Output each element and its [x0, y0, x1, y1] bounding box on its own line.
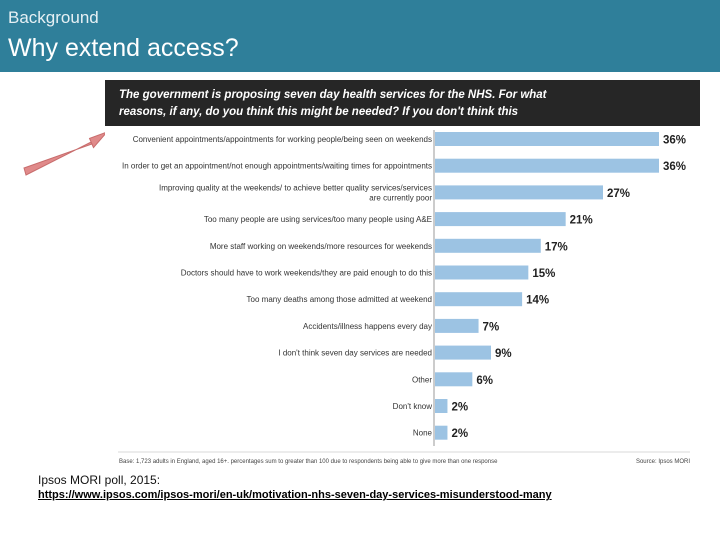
category-label: Improving quality at the weekends/ to ac… [159, 183, 432, 202]
bar [435, 292, 523, 307]
bar-value-label: 2% [451, 402, 468, 414]
category-label: None [413, 429, 433, 438]
category-label: I don't think seven day services are nee… [278, 349, 432, 358]
bar [435, 132, 659, 146]
bar-value-label: 2% [451, 428, 468, 440]
category-label: Too many deaths among those admitted at … [247, 295, 432, 304]
bar-value-label: 21% [570, 215, 593, 227]
bar [435, 265, 529, 280]
bar-value-label: 9% [495, 348, 512, 360]
category-label: More staff working on weekends/more reso… [210, 242, 432, 251]
bar [435, 238, 541, 253]
category-label: Accidents/illness happens every day [303, 322, 432, 331]
bar [435, 345, 491, 360]
slide-title: Why extend access? [8, 34, 239, 62]
bar-value-label: 17% [545, 241, 568, 253]
source-citation: Ipsos MORI poll, 2015: https://www.ipsos… [38, 473, 552, 503]
chart-footnote: Base: 1,723 adults in England, aged 16+.… [119, 459, 498, 465]
category-label: Doctors should have to work weekends/the… [181, 269, 432, 278]
category-label: Other [412, 375, 432, 384]
bar-value-label: 7% [483, 321, 500, 333]
bar [435, 158, 659, 173]
source-label: Ipsos MORI poll, 2015: [38, 473, 161, 487]
bar [435, 399, 448, 413]
bar-value-label: 14% [526, 295, 549, 307]
bar [435, 212, 566, 227]
header-bar: Background Why extend access? [0, 0, 720, 72]
category-label: Too many people are using services/too m… [204, 215, 432, 224]
category-label: In order to get an appointment/not enoug… [122, 162, 432, 171]
bar [435, 372, 473, 387]
chart-source-note: Source: Ipsos MORI [636, 459, 690, 465]
bar-value-label: 6% [476, 375, 493, 387]
bar [435, 425, 448, 440]
source-link[interactable]: https://www.ipsos.com/ipsos-mori/en-uk/m… [38, 489, 552, 501]
category-label: Don't know [393, 402, 433, 411]
bar [435, 318, 479, 333]
chart-title-box [105, 80, 700, 126]
bar-value-label: 36% [663, 135, 686, 147]
bar-value-label: 36% [663, 161, 686, 173]
section-label: Background [8, 8, 99, 27]
bar-value-label: 27% [607, 188, 630, 200]
bar [435, 185, 603, 200]
bar-value-label: 15% [532, 268, 555, 280]
arrow-shape [23, 130, 109, 176]
category-label: Convenient appointments/appointments for… [133, 135, 432, 144]
chart-title: The government is proposing seven day he… [119, 89, 548, 118]
